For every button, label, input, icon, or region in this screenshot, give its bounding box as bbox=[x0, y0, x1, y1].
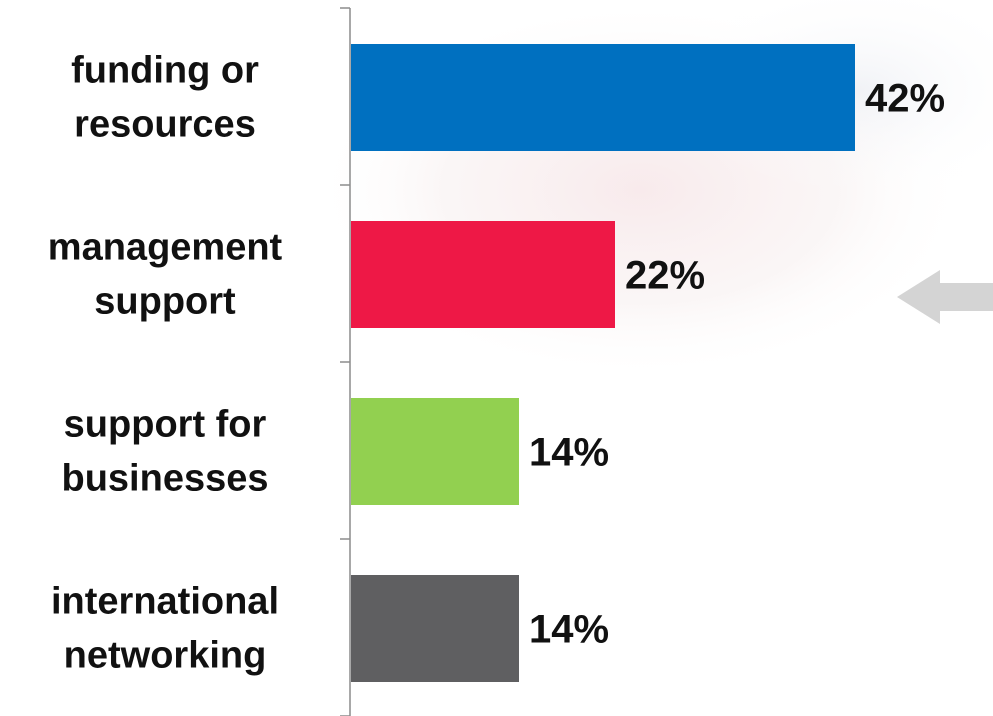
arrow-left-icon bbox=[897, 270, 993, 324]
value-labels: 42% 22% 14% 14% bbox=[529, 77, 945, 652]
tick-label: management support bbox=[48, 227, 283, 323]
y-axis bbox=[340, 7, 351, 716]
category-labels: funding or resources management support supp… bbox=[48, 50, 283, 677]
value-label: 42% bbox=[865, 77, 945, 121]
bar bbox=[351, 398, 519, 505]
value-label: 22% bbox=[625, 254, 705, 298]
bars bbox=[351, 44, 855, 682]
value-label: 14% bbox=[529, 608, 609, 652]
bar bbox=[351, 575, 519, 682]
value-label: 14% bbox=[529, 431, 609, 475]
bar bbox=[351, 44, 855, 151]
tick-label: support for businesses bbox=[62, 404, 269, 500]
tick-label: funding or resources bbox=[71, 50, 259, 146]
bar bbox=[351, 221, 615, 328]
tick-label: international networking bbox=[51, 581, 279, 677]
